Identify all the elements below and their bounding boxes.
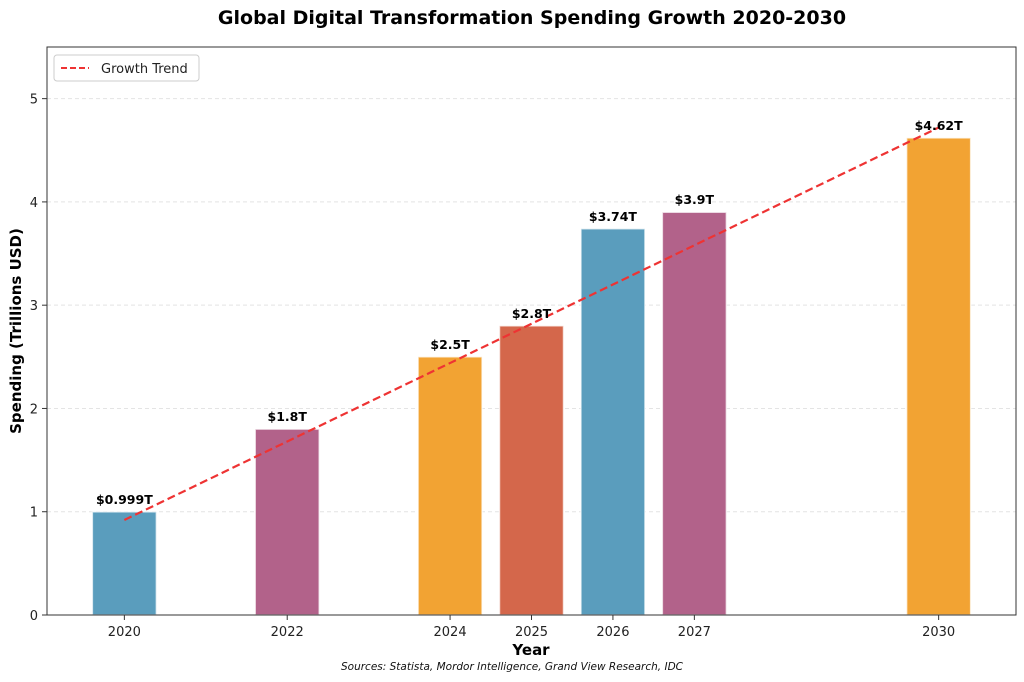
bar-value-label: $3.9T	[675, 192, 715, 207]
bar-value-label: $0.999T	[96, 492, 153, 507]
x-axis-ticks: 2020 2022 2024 2025 2026 2027 2030	[108, 615, 955, 640]
source-note: Sources: Statista, Mordor Intelligence, …	[341, 661, 684, 673]
y-tick-label: 0	[30, 609, 38, 624]
y-axis-label: Spending (Trillions USD)	[7, 228, 25, 434]
y-tick-label: 1	[30, 506, 38, 521]
chart-title: Global Digital Transformation Spending G…	[218, 7, 846, 29]
bar-value-label: $1.8T	[268, 409, 308, 424]
bar-value-label: $2.8T	[512, 306, 552, 321]
x-tick-label: 2026	[596, 625, 629, 640]
legend: Growth Trend	[53, 54, 200, 82]
bar	[91, 511, 158, 616]
bars	[91, 137, 972, 616]
bar	[417, 356, 483, 616]
x-tick-label: 2025	[515, 625, 548, 640]
bar	[905, 137, 972, 616]
bar	[498, 325, 565, 616]
x-axis-label: Year	[511, 641, 550, 659]
bar-value-label: $2.5T	[430, 337, 470, 352]
x-tick-label: 2024	[434, 625, 467, 640]
x-tick-label: 2027	[678, 625, 711, 640]
bar	[661, 211, 728, 616]
x-tick-label: 2030	[922, 625, 955, 640]
x-tick-label: 2020	[108, 625, 141, 640]
y-axis-ticks: 0 1 2 3 4 5	[30, 93, 47, 624]
trend-line	[123, 126, 940, 521]
y-tick-label: 5	[30, 93, 38, 108]
y-tick-label: 2	[30, 402, 38, 417]
x-tick-label: 2022	[271, 625, 304, 640]
legend-box	[53, 54, 200, 82]
y-tick-label: 4	[30, 196, 38, 211]
bar-value-label: $4.62T	[915, 118, 964, 133]
value-labels: $0.999T $1.8T $2.5T $2.8T $3.74T $3.9T $4.62T	[96, 118, 963, 507]
legend-label: Growth Trend	[101, 62, 188, 77]
y-tick-label: 3	[30, 299, 38, 314]
bar	[254, 428, 320, 616]
bar-value-label: $3.74T	[589, 209, 638, 224]
trend-line-group	[123, 126, 940, 521]
bar	[580, 228, 646, 616]
grid-lines	[47, 98, 1016, 513]
